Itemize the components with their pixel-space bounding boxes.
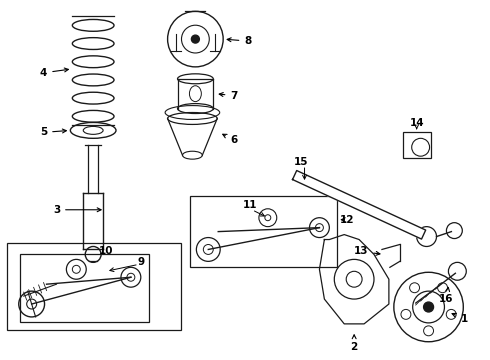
Text: 8: 8	[227, 36, 251, 46]
Text: 10: 10	[99, 247, 113, 256]
Text: 4: 4	[40, 68, 69, 78]
Text: 13: 13	[354, 247, 380, 256]
Text: 12: 12	[340, 215, 354, 225]
Bar	[403, 132, 431, 158]
Text: 9: 9	[137, 257, 145, 267]
Text: 6: 6	[223, 134, 238, 145]
Bar	[20, 255, 149, 322]
Circle shape	[192, 35, 199, 43]
Bar	[191, 196, 337, 267]
Polygon shape	[293, 171, 426, 239]
Text: 2: 2	[350, 335, 358, 352]
Text: 5: 5	[40, 127, 66, 138]
Text: 1: 1	[452, 313, 468, 324]
Text: 7: 7	[219, 91, 238, 101]
Text: 15: 15	[294, 157, 309, 167]
Circle shape	[424, 302, 434, 312]
Text: 3: 3	[53, 205, 101, 215]
Bar	[7, 243, 180, 330]
Text: 14: 14	[409, 118, 424, 129]
Text: 11: 11	[243, 200, 257, 210]
Text: 16: 16	[439, 287, 454, 304]
